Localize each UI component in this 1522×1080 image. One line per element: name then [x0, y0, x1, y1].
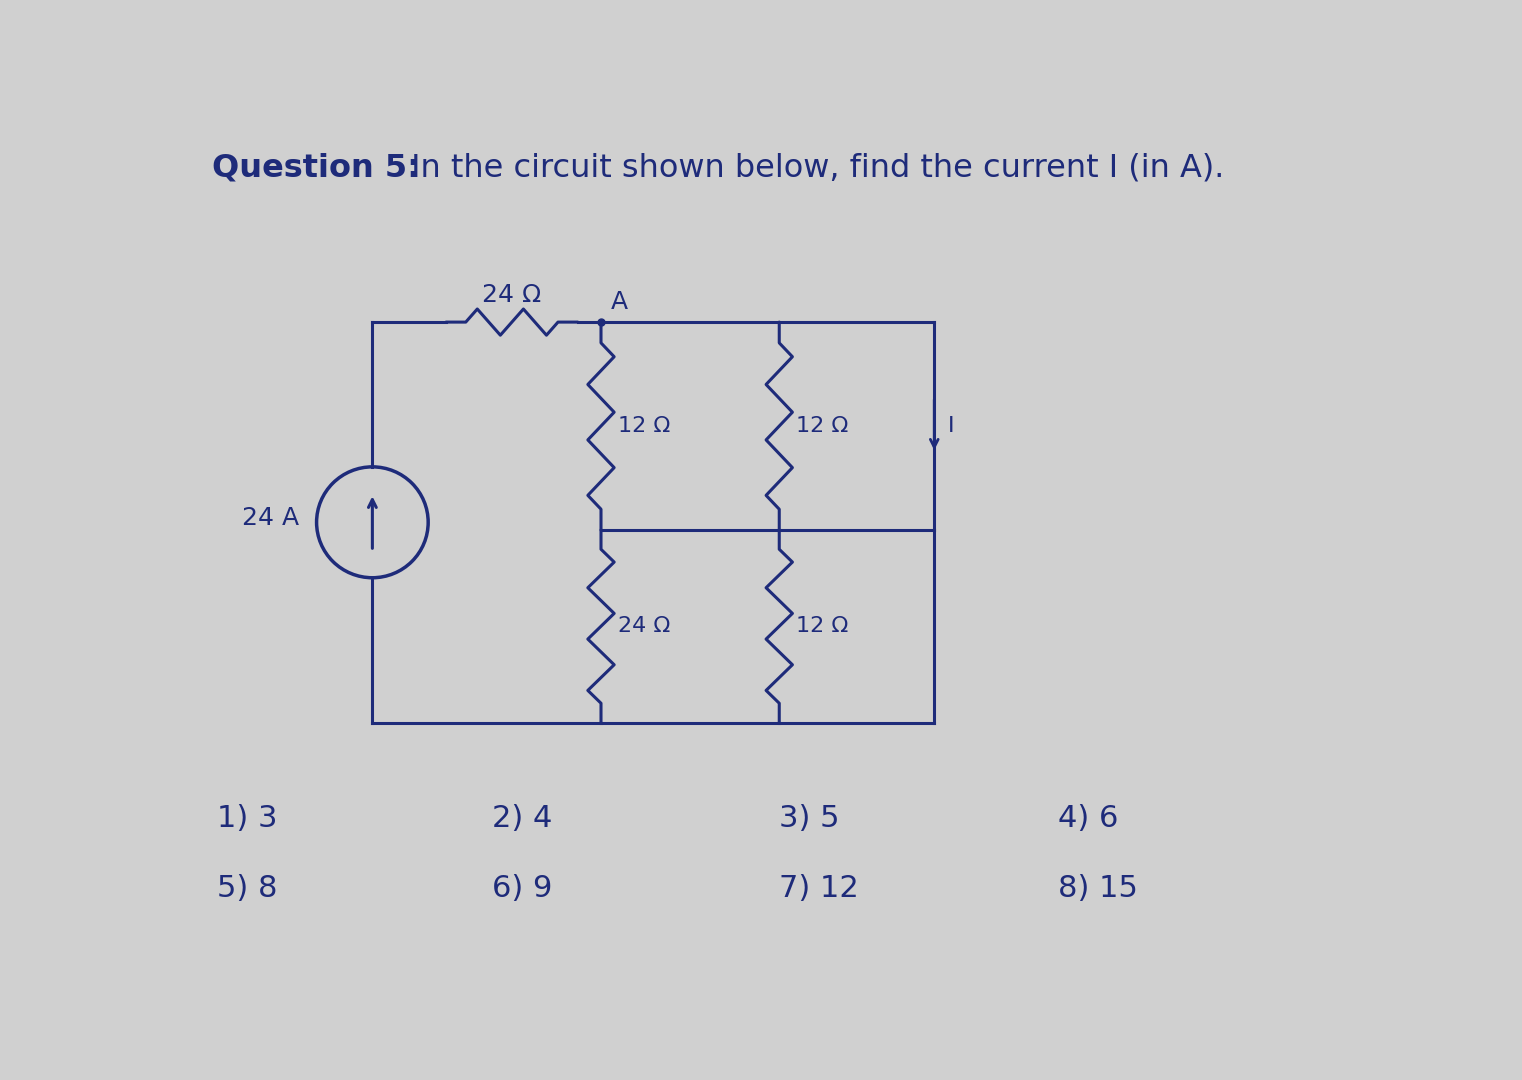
Text: I: I	[948, 416, 954, 436]
Text: 24 A: 24 A	[242, 507, 300, 530]
Text: Question 5:: Question 5:	[212, 152, 420, 184]
Text: 12 Ω: 12 Ω	[618, 416, 670, 436]
Text: 24 Ω: 24 Ω	[482, 283, 542, 307]
Text: 6) 9: 6) 9	[493, 874, 552, 903]
Text: 3) 5: 3) 5	[779, 805, 840, 834]
Text: 1) 3: 1) 3	[218, 805, 279, 834]
Text: 8) 15: 8) 15	[1058, 874, 1138, 903]
Text: A: A	[610, 291, 627, 314]
Text: 12 Ω: 12 Ω	[796, 416, 849, 436]
Text: 5) 8: 5) 8	[218, 874, 279, 903]
Text: 24 Ω: 24 Ω	[618, 617, 670, 636]
Text: 7) 12: 7) 12	[779, 874, 858, 903]
Text: 2) 4: 2) 4	[493, 805, 552, 834]
Text: 12 Ω: 12 Ω	[796, 617, 849, 636]
Text: In the circuit shown below, find the current I (in A).: In the circuit shown below, find the cur…	[402, 152, 1224, 184]
Text: 4) 6: 4) 6	[1058, 805, 1119, 834]
